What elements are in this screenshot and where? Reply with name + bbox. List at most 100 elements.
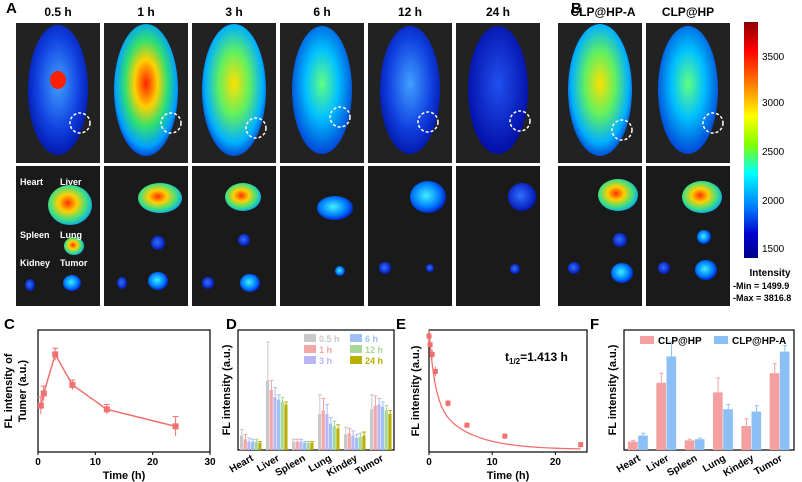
legend-swatch — [304, 345, 316, 353]
legend-label: 3 h — [319, 356, 332, 366]
plot-frame — [237, 329, 395, 451]
group-label: CLP@HP-A — [570, 5, 636, 19]
colorbar-tick: 1500 — [762, 244, 785, 255]
y-axis-label: FL intensity (a.u.) — [410, 345, 422, 436]
bar — [292, 441, 296, 450]
bar — [277, 399, 281, 450]
chart-e: 0 10 20 Time (h) FL intensity (a.u.) t1/2=1.4… — [410, 328, 588, 482]
data-point — [69, 381, 76, 388]
colorbar-tick: 2500 — [762, 147, 785, 158]
legend-swatch — [640, 336, 654, 344]
x-tick-label: Tumor — [354, 453, 386, 478]
y-axis-label: FL intensity (a.u.) — [607, 344, 619, 435]
colorbar-tick: 3500 — [762, 52, 785, 63]
data-point — [103, 406, 110, 413]
bar — [321, 410, 325, 450]
data-point — [52, 351, 59, 358]
bar — [344, 434, 348, 450]
data-point — [502, 433, 508, 439]
organ-label-heart: Heart — [20, 177, 44, 187]
timepoint-label: 12 h — [397, 5, 422, 19]
x-tick-label: 0 — [35, 457, 41, 468]
legend-swatch — [350, 345, 362, 353]
legend-swatch — [714, 336, 728, 344]
plot-frame — [623, 329, 795, 451]
bar — [318, 414, 322, 450]
legend-label: 24 h — [365, 356, 383, 366]
legend-label: 0.5 h — [319, 334, 340, 344]
y-axis-label-line2: Tumer (a.u.) — [17, 360, 29, 422]
timepoint-label: 3 h — [225, 5, 243, 19]
plot-frame — [37, 329, 211, 453]
bar — [362, 435, 366, 450]
panel-label-d: D — [226, 316, 237, 333]
legend-label: 6 h — [365, 334, 378, 344]
data-point — [426, 333, 432, 339]
organ-label-spleen: Spleen — [20, 230, 50, 240]
bar — [666, 356, 677, 450]
bar — [280, 402, 284, 450]
organ-label-liver: Liver — [60, 177, 82, 187]
bar — [628, 441, 638, 450]
panel-label-b: B — [571, 0, 582, 17]
mouse-row — [16, 23, 730, 163]
panel-label-a: A — [6, 0, 17, 17]
colorbar — [744, 22, 758, 258]
colorbar-min: -Min = 1499.9 — [733, 281, 790, 291]
bar — [299, 441, 303, 450]
bar — [240, 435, 244, 450]
organ-label-kidney: Kidney — [20, 258, 51, 268]
bar — [388, 414, 392, 450]
bar — [769, 373, 780, 450]
organ-label-lung: Lung — [60, 230, 82, 240]
bar — [295, 441, 299, 450]
bar — [684, 440, 695, 450]
bar — [273, 397, 277, 450]
plot-frame — [428, 329, 588, 453]
organ-label-tumor: Tumor — [60, 258, 88, 268]
x-tick-label: 10 — [90, 457, 102, 468]
panel-label-f: F — [590, 316, 600, 333]
bar — [656, 382, 666, 450]
bar — [247, 441, 251, 450]
bar — [325, 414, 329, 450]
bar — [258, 442, 262, 450]
x-tick-label: 0 — [426, 457, 432, 468]
legend-label: CLP@HP — [658, 336, 702, 347]
bar — [284, 404, 288, 450]
x-tick-label: 10 — [487, 457, 499, 468]
x-tick-label: Kindey — [722, 453, 757, 479]
legend-swatch — [350, 356, 362, 364]
panel-label-c: C — [4, 316, 15, 333]
bar — [638, 435, 648, 450]
panel-label-e: E — [396, 316, 407, 333]
bar — [251, 441, 255, 450]
bar — [329, 423, 333, 450]
bar — [303, 442, 307, 450]
data-point — [445, 400, 451, 406]
bar — [723, 409, 733, 450]
legend-swatch — [304, 334, 316, 342]
data-point — [172, 423, 179, 430]
legend-swatch — [350, 334, 362, 342]
x-tick-label: 20 — [550, 457, 562, 468]
data-point — [40, 390, 47, 397]
bar — [741, 426, 751, 450]
data-point — [429, 351, 435, 357]
bar — [306, 442, 310, 450]
legend-label: 1 h — [319, 345, 332, 355]
bar — [381, 406, 385, 450]
x-axis-label: Time (h) — [103, 470, 146, 482]
timepoint-label: 24 h — [485, 5, 510, 19]
bar — [347, 433, 351, 450]
timepoint-label: 6 h — [313, 5, 331, 19]
group-label: CLP@HP — [661, 5, 715, 19]
fluorescence-images — [16, 22, 758, 306]
x-tick-label: Tumor — [753, 453, 785, 478]
timepoint-label: 0.5 h — [44, 5, 72, 19]
bar — [336, 428, 340, 450]
bar — [713, 392, 723, 450]
x-tick-label: Kindey — [325, 453, 360, 479]
x-tick-label: 20 — [147, 457, 159, 468]
